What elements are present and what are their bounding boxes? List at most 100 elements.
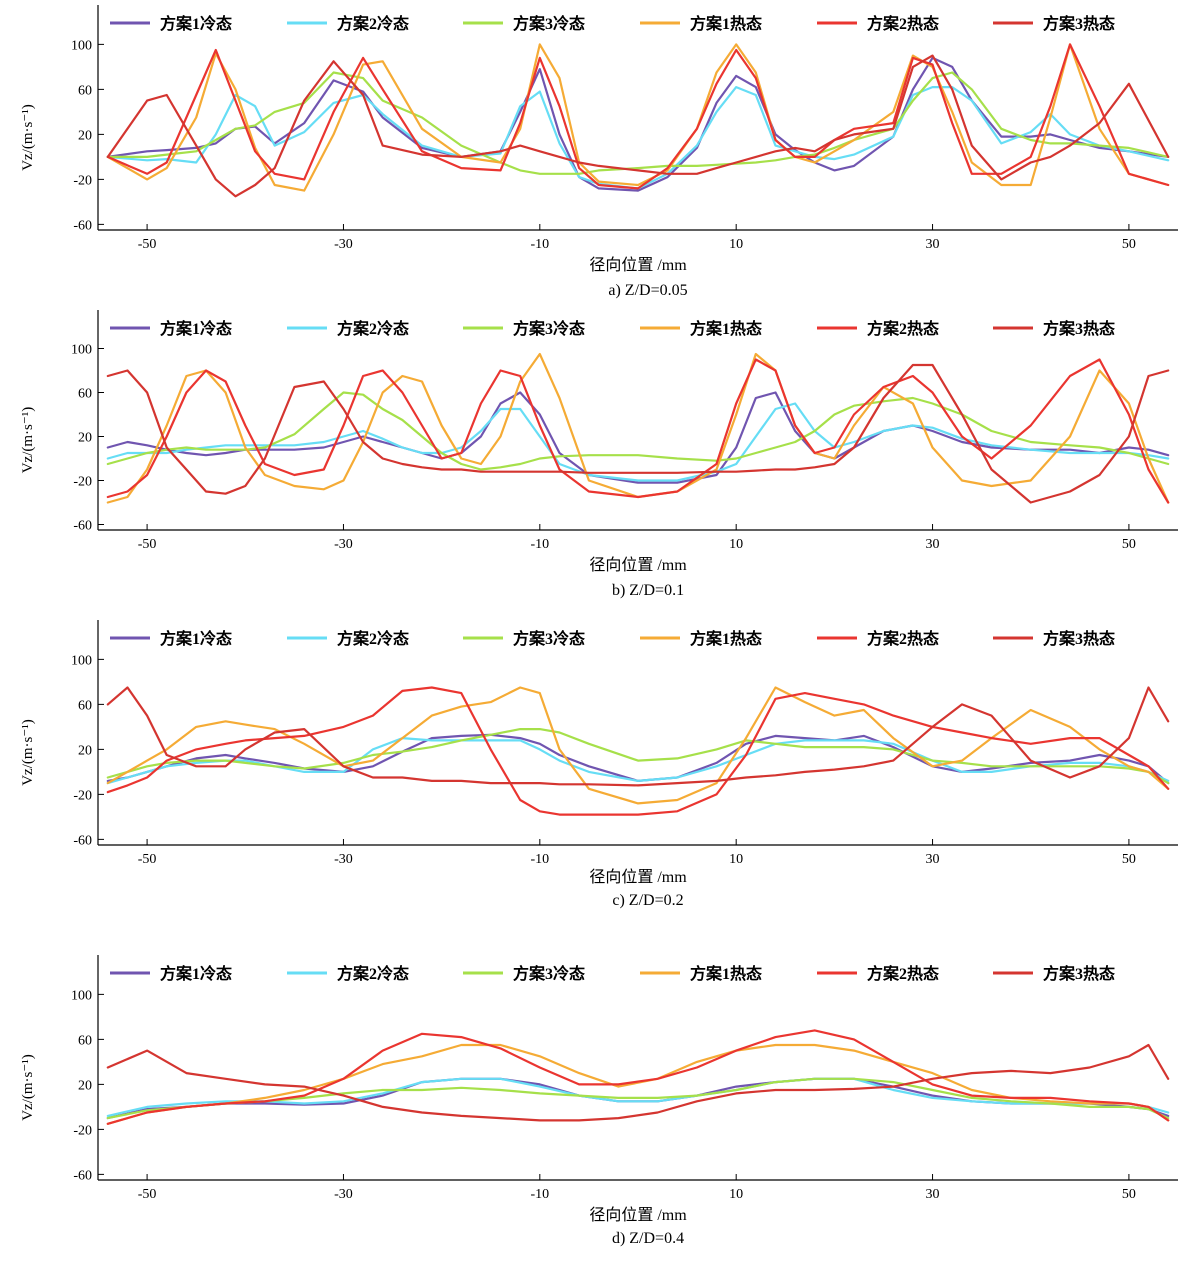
y-tick-label: 20 [78,1078,92,1093]
x-tick-label: 30 [926,1187,940,1202]
legend-label: 方案3冷态 [513,14,585,33]
legend-label: 方案3热态 [1043,629,1115,648]
y-tick-label: -60 [73,519,92,534]
y-tick-label: 100 [71,653,92,668]
series-line-5 [106,1029,1170,1125]
series-line-2 [106,736,1170,785]
x-tick-label: -10 [530,1187,549,1202]
series-line-2 [106,1077,1170,1118]
x-tick-label: 10 [729,1187,743,1202]
legend-label: 方案3热态 [1043,14,1115,33]
legend-label: 方案3冷态 [513,964,585,983]
legend-label: 方案2冷态 [337,629,409,648]
series-line-5 [106,43,1170,190]
chart-panel-2: 100 60 20 -20 -60 -50 -30 -10 10 30 50 Vz/(m·s⁻¹) 径向… [20,310,1178,599]
legend-label: 方案2冷态 [337,964,409,983]
series-line-1 [106,733,1170,785]
y-tick-label: 60 [78,698,92,713]
y-tick-label: -60 [73,833,92,848]
x-tick-label: 30 [926,537,940,552]
x-tick-label: 10 [729,237,743,252]
series-line-1 [106,391,1170,484]
series-line-6 [106,686,1170,787]
x-tick-label: 50 [1122,237,1136,252]
panel-caption: a) Z/D=0.05 [608,282,687,299]
x-tick-label: -50 [138,1187,157,1202]
x-tick-label: 30 [926,237,940,252]
panel-caption: c) Z/D=0.2 [612,892,683,909]
series-line-3 [106,727,1170,785]
legend-label: 方案2冷态 [337,14,409,33]
y-tick-label: -20 [73,788,92,803]
legend-label: 方案3冷态 [513,319,585,338]
y-tick-label: 20 [78,431,92,446]
legend-label: 方案1热态 [690,964,762,983]
series-line-4 [106,352,1170,504]
series-line-5 [106,358,1170,504]
legend-label: 方案3热态 [1043,319,1115,338]
legend-label: 方案1热态 [690,629,762,648]
panel-caption: b) Z/D=0.1 [612,582,684,599]
y-tick-label: -20 [73,475,92,490]
x-tick-label: 50 [1122,537,1136,552]
y-tick-label: -20 [73,1123,92,1138]
x-tick-label: -50 [138,852,157,867]
legend-label: 方案1冷态 [160,629,232,648]
chart-panel-1: 100 60 20 -20 -60 -50 -30 -10 10 30 50 Vz/(m·s⁻¹) 径向… [20,5,1178,299]
y-tick-label: 100 [71,343,92,358]
legend-label: 方案2热态 [867,964,939,983]
y-tick-label: -60 [73,218,92,233]
chart-panel-3: 100 60 20 -20 -60 -50 -30 -10 10 30 50 Vz/(m·s⁻¹) 径向… [20,620,1178,909]
x-axis-label: 径向位置 /mm [589,256,687,274]
legend-label: 方案2热态 [867,629,939,648]
y-tick-label: 60 [78,387,92,402]
series-line-6 [106,363,1170,504]
legend-label: 方案1冷态 [160,319,232,338]
y-tick-label: 20 [78,743,92,758]
series-line-5 [106,686,1170,816]
y-axis-label: Vz/(m·s⁻¹) [20,1054,36,1121]
x-tick-label: -30 [334,537,353,552]
series-line-6 [106,1043,1170,1122]
y-axis-label: Vz/(m·s⁻¹) [20,719,36,786]
x-tick-label: 50 [1122,1187,1136,1202]
legend-label: 方案3冷态 [513,629,585,648]
x-tick-label: -50 [138,537,157,552]
y-tick-label: 100 [71,988,92,1003]
x-tick-label: -30 [334,237,353,252]
x-tick-label: -10 [530,852,549,867]
legend-label: 方案2冷态 [337,319,409,338]
y-axis-label: Vz/(m·s⁻¹) [20,407,36,474]
series-line-2 [106,402,1170,482]
x-axis-label: 径向位置 /mm [589,1206,687,1224]
x-tick-label: 10 [729,537,743,552]
legend-label: 方案1热态 [690,319,762,338]
x-tick-label: 10 [729,852,743,867]
legend-label: 方案1热态 [690,14,762,33]
x-axis-label: 径向位置 /mm [589,556,687,574]
x-tick-label: -10 [530,237,549,252]
legend-label: 方案1冷态 [160,964,232,983]
x-axis-label: 径向位置 /mm [589,868,687,886]
y-tick-label: 20 [78,128,92,143]
x-tick-label: 50 [1122,852,1136,867]
legend-label: 方案2热态 [867,319,939,338]
series-line-3 [106,71,1170,175]
legend-label: 方案3热态 [1043,964,1115,983]
chart-panel-4: 100 60 20 -20 -60 -50 -30 -10 10 30 50 Vz/(m·s⁻¹) 径向… [20,955,1178,1247]
x-tick-label: -50 [138,237,157,252]
y-tick-label: -60 [73,1168,92,1183]
x-tick-label: -10 [530,537,549,552]
panel-caption: d) Z/D=0.4 [612,1230,684,1247]
y-tick-label: 100 [71,38,92,53]
legend-label: 方案2热态 [867,14,939,33]
legend-label: 方案1冷态 [160,14,232,33]
series-line-3 [106,1077,1170,1120]
series-line-3 [106,391,1170,471]
y-axis-label: Vz/(m·s⁻¹) [20,104,36,171]
x-tick-label: 30 [926,852,940,867]
x-tick-label: -30 [334,1187,353,1202]
series-line-6 [106,54,1170,198]
y-tick-label: -20 [73,173,92,188]
